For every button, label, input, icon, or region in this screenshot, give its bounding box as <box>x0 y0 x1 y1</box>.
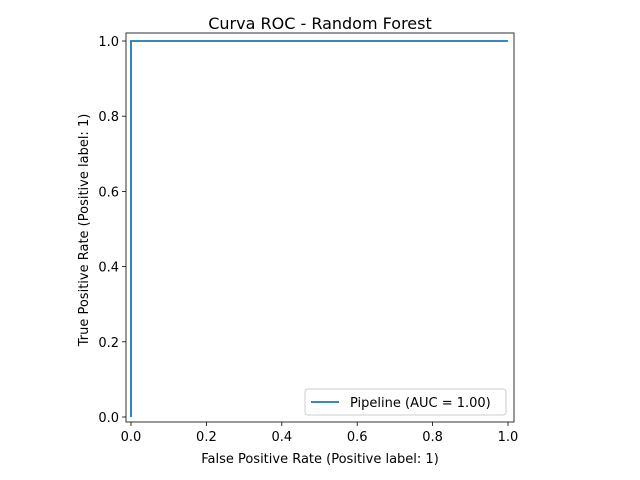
roc-curve-line <box>130 40 508 417</box>
x-tick-label: 0.8 <box>422 430 443 445</box>
y-tick-label: 1.0 <box>98 35 119 50</box>
y-tick-label: 0.2 <box>98 336 119 351</box>
y-axis-label: True Positive Rate (Positive label: 1) <box>77 114 92 348</box>
x-axis: 0.0 0.2 0.4 0.6 0.8 1.0 <box>121 422 519 445</box>
y-tick-label: 0.0 <box>98 411 119 426</box>
x-tick-label: 0.6 <box>347 430 368 445</box>
legend: Pipeline (AUC = 1.00) <box>304 388 507 416</box>
plot-area <box>125 32 515 423</box>
x-axis-label: False Positive Rate (Positive label: 1) <box>201 452 439 467</box>
x-tick-label: 0.2 <box>196 430 217 445</box>
legend-label: Pipeline (AUC = 1.00) <box>350 396 491 411</box>
y-axis: 0.0 0.2 0.4 0.6 0.8 1.0 <box>98 35 126 426</box>
y-tick-label: 0.4 <box>98 261 119 276</box>
chart-title: Curva ROC - Random Forest <box>208 14 432 33</box>
x-tick-label: 1.0 <box>498 430 519 445</box>
y-tick-label: 0.8 <box>98 110 119 125</box>
series-layer <box>130 40 508 417</box>
x-tick-label: 0.4 <box>271 430 292 445</box>
axes-frame <box>125 32 515 423</box>
x-tick-label: 0.0 <box>121 430 142 445</box>
legend-box <box>304 388 507 416</box>
y-tick-label: 0.6 <box>98 185 119 200</box>
